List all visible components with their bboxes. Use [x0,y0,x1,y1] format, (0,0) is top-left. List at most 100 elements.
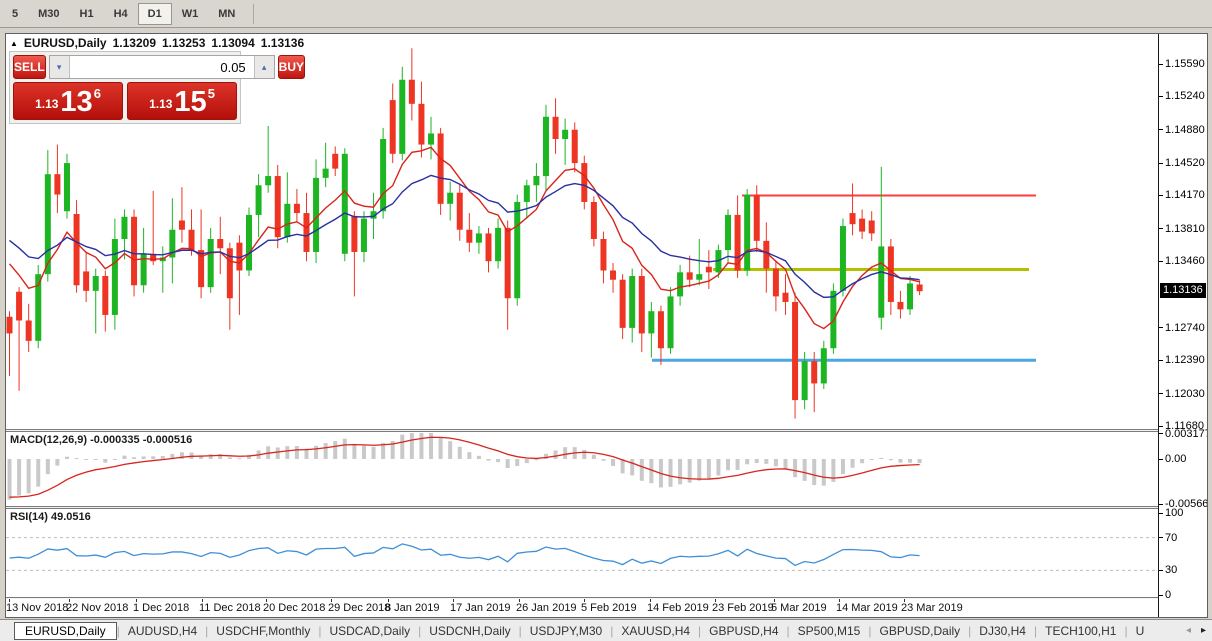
buy-big-figure: 1.13 [149,97,173,111]
tab-scroll-right-icon[interactable]: ▸ [1200,625,1206,636]
tab-separator: | [1033,623,1038,638]
tab-gbpusd-daily[interactable]: GBPUSD,Daily [879,623,961,638]
tab-separator: | [116,623,120,638]
timeframe-h4[interactable]: H4 [104,3,138,25]
buy-price[interactable]: 1.13 15 5 [127,82,237,120]
collapse-icon[interactable]: ▲ [10,38,18,48]
tab-eurusd-daily[interactable]: EURUSD,Daily [14,621,117,640]
date-tick [650,599,651,602]
sell-price[interactable]: 1.13 13 6 [13,82,123,120]
buy-pips: 15 [174,86,207,118]
axis-tick [1159,512,1163,514]
tab-separator: | [318,623,322,638]
tab-bar: EURUSD,Daily | AUDUSD,H4 | USDCHF,Monthly | US… [0,619,1212,641]
timeframe-5[interactable]: 5 [2,3,28,25]
price-axis: 1.15590 1.15240 1.14880 1.14520 1.14170 1.138… [1158,34,1208,617]
date-label: 23 Feb 2019 [712,602,774,614]
buy-button[interactable]: BUY [277,55,306,79]
panel-separator[interactable] [6,506,1207,509]
axis-tick [1159,327,1163,329]
macd-values: -0.000335 -0.000516 [90,434,193,446]
date-label: 1 Dec 2018 [133,602,190,614]
axis-tick-label: 0.003177 [1165,427,1208,440]
date-axis: 13 Nov 2018 22 Nov 2018 1 Dec 2018 11 Dec 2… [6,599,1158,617]
volume-input[interactable] [69,56,254,78]
timeframe-mn[interactable]: MN [208,3,245,25]
date-tick [904,599,905,602]
axis-tick [1159,425,1163,427]
ohlc-open: 1.13209 [112,36,156,50]
date-tick [519,599,520,602]
tab-usdcad-daily[interactable]: USDCAD,Daily [329,623,411,638]
axis-tick-label: 1.15240 [1165,90,1205,103]
toolbar-separator [253,3,255,24]
date-label: 14 Mar 2019 [836,602,898,614]
axis-tick-label: 30 [1165,564,1178,577]
sell-button[interactable]: SELL [13,55,46,79]
tab-audusd-h4[interactable]: AUDUSD,H4 [127,623,198,638]
sell-pipette: 6 [93,86,101,101]
date-tick [839,599,840,602]
timeframe-m30[interactable]: M30 [28,3,69,25]
axis-tick-label: 1.12740 [1165,321,1205,334]
ohlc-low: 1.13094 [211,36,255,50]
sell-pips: 13 [60,86,93,118]
timeframe-h1[interactable]: H1 [70,3,104,25]
tab-separator: | [418,623,422,638]
ohlc-high: 1.13253 [162,36,206,50]
axis-tick-label: 0 [1165,589,1172,601]
axis-tick-label: 100 [1165,507,1184,519]
tab-tech100-h1[interactable]: TECH100,H1 [1045,623,1117,638]
volume-stepper: ▾ ▴ [48,55,275,79]
date-label: 5 Feb 2019 [581,602,637,614]
date-label: 11 Dec 2018 [199,602,261,614]
tab-gbpusd-h4[interactable]: GBPUSD,H4 [709,623,779,638]
tab-usdchf-monthly[interactable]: USDCHF,Monthly [216,623,311,638]
tab-scroll-left-icon[interactable]: ◂ [1185,625,1191,636]
date-label: 13 Nov 2018 [6,602,69,614]
timeframe-w1[interactable]: W1 [172,3,209,25]
date-tick [69,599,70,602]
axis-tick [1159,569,1163,571]
chart-header: ▲ EURUSD,Daily 1.13209 1.13253 1.13094 1… [10,36,304,50]
axis-tick-label: 70 [1165,531,1178,544]
price-chart[interactable] [6,34,1158,429]
tab-separator: | [610,623,614,638]
tab-usdcnh-daily[interactable]: USDCNH,Daily [429,623,511,638]
tab-separator: | [1124,623,1128,638]
axis-tick-label: 1.14880 [1165,123,1205,136]
macd-panel[interactable] [6,432,1158,506]
axis-tick [1159,95,1163,97]
date-tick [453,599,454,602]
volume-decrease-icon[interactable]: ▾ [49,56,70,78]
tab-separator: | [518,623,522,638]
axis-tick [1159,594,1163,596]
volume-increase-icon[interactable]: ▴ [253,56,274,78]
tab-separator: | [868,623,872,638]
timeframe-d1[interactable]: D1 [137,2,172,25]
axis-tick [1159,63,1163,65]
date-label: 17 Jan 2019 [450,602,511,614]
axis-tick-label: 1.12030 [1165,387,1205,400]
date-tick [266,599,267,602]
axis-tick [1159,129,1163,131]
tab-xauusd-h4[interactable]: XAUUSD,H4 [621,623,691,638]
axis-tick [1159,260,1163,262]
current-price-tag: 1.13136 [1160,283,1206,299]
axis-tick-label: 0.00 [1165,453,1187,465]
rsi-panel[interactable] [6,509,1158,597]
tab-overflow[interactable]: U [1135,623,1145,638]
date-label: 26 Jan 2019 [516,602,577,614]
axis-tick-label: 1.13460 [1165,255,1205,268]
axis-tick-label: 1.11680 [1165,420,1204,433]
tab-dj30-h4[interactable]: DJ30,H4 [979,623,1026,638]
panel-separator[interactable] [6,429,1207,432]
date-label: 29 Dec 2018 [328,602,391,614]
axis-tick [1159,228,1163,230]
tab-usdjpy-m30[interactable]: USDJPY,M30 [529,623,603,638]
axis-tick [1159,162,1163,164]
date-label: 20 Dec 2018 [263,602,326,614]
rsi-label: RSI(14) 49.0516 [10,511,91,523]
date-tick [388,599,389,602]
tab-sp500-m15[interactable]: SP500,M15 [797,623,861,638]
